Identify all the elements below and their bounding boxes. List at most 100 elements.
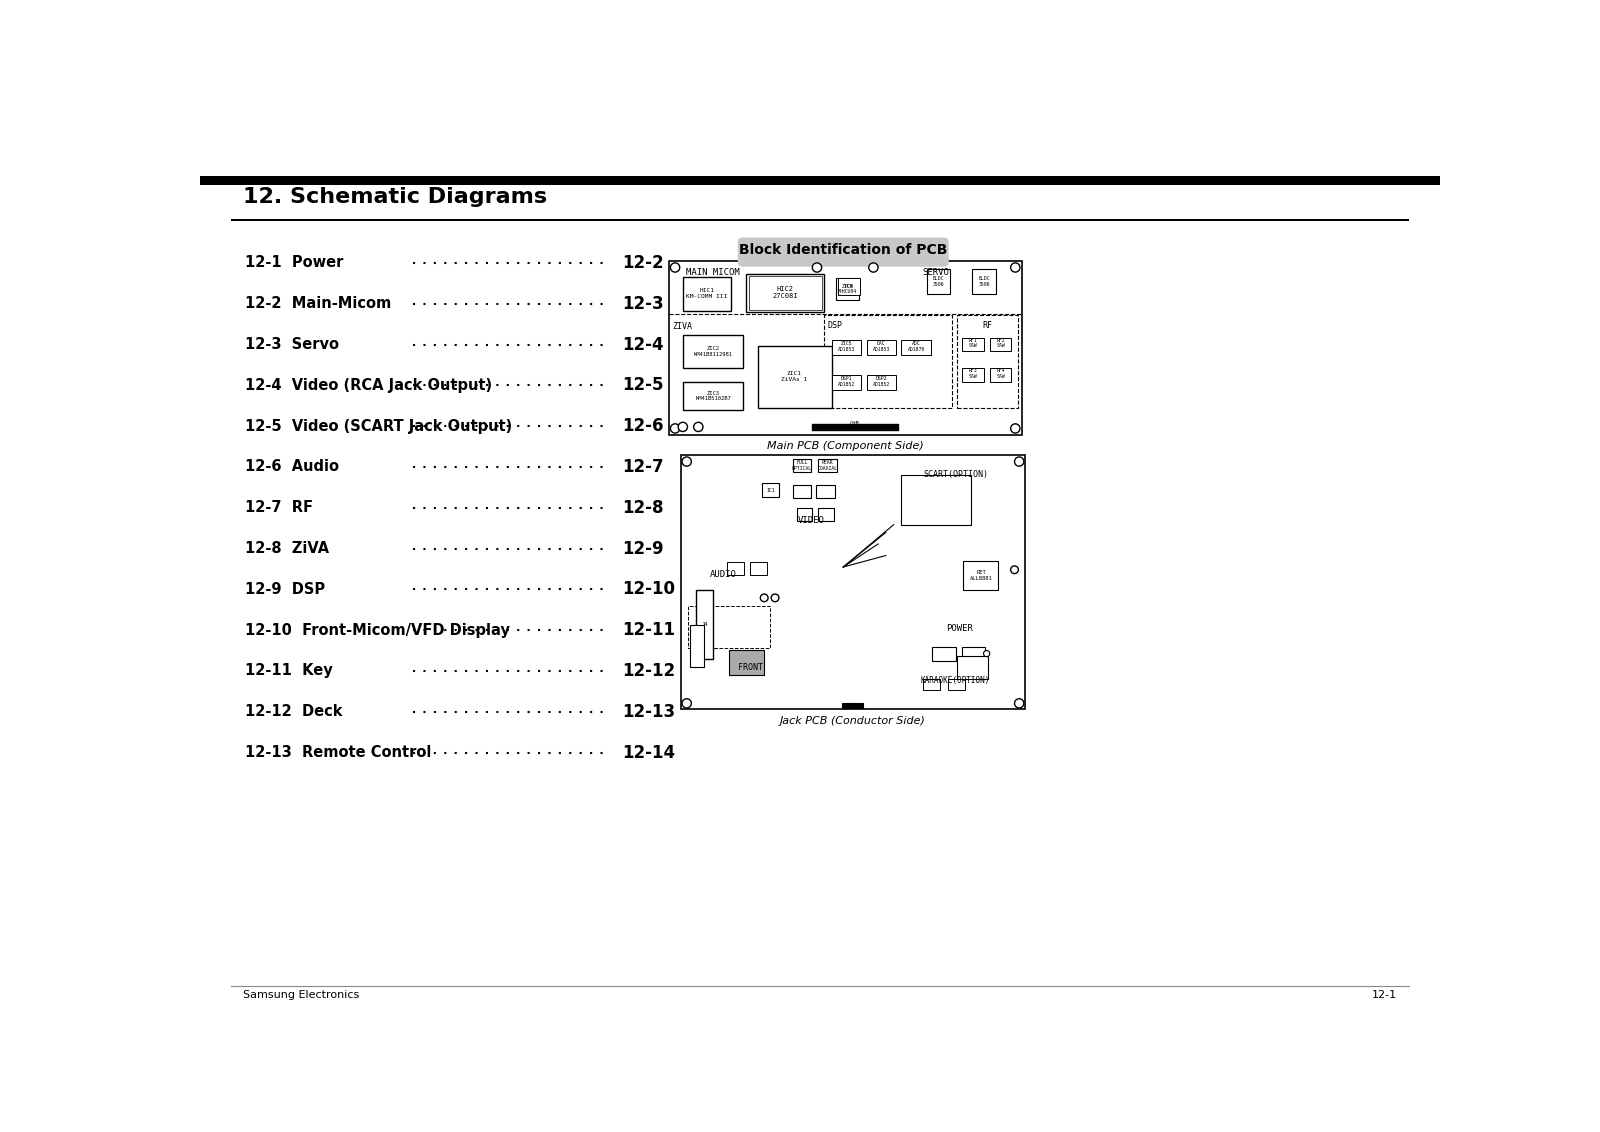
Bar (750, 563, 768, 575)
Text: BLDC
3506: BLDC 3506 (933, 276, 944, 286)
Bar (990, 337, 1011, 351)
Text: 12-8: 12-8 (622, 499, 664, 516)
Text: 12-10: 12-10 (622, 581, 675, 599)
Text: ZIVA: ZIVA (672, 321, 691, 331)
Circle shape (1011, 263, 1019, 272)
Bar (680, 455, 1026, 710)
Text: 12-7: 12-7 (622, 458, 664, 475)
Text: SCART(OPTION): SCART(OPTION) (923, 470, 989, 479)
Bar (901, 340, 931, 355)
Text: ZIC5
AD1853: ZIC5 AD1853 (838, 342, 854, 352)
Text: ZIC1
ZiVAs 1: ZIC1 ZiVAs 1 (781, 371, 808, 383)
Text: HIC1
KM-COMM III: HIC1 KM-COMM III (686, 289, 728, 299)
Text: Main PCB (Component Side): Main PCB (Component Side) (766, 441, 923, 452)
Bar (726, 563, 744, 575)
Text: 12. Schematic Diagrams: 12. Schematic Diagrams (243, 188, 547, 207)
Bar (819, 508, 834, 521)
Text: ADC
AD1870: ADC AD1870 (907, 342, 925, 352)
Text: 12-2: 12-2 (622, 254, 664, 272)
Text: RF4
SAW: RF4 SAW (997, 368, 1005, 379)
Bar (947, 679, 965, 691)
Text: 12-10  Front-Micom/VFD Display: 12-10 Front-Micom/VFD Display (245, 623, 510, 637)
Text: 12-4: 12-4 (622, 335, 664, 353)
Text: 12-7  RF: 12-7 RF (245, 500, 314, 515)
Text: ZIC2
KM41B8112981: ZIC2 KM41B8112981 (693, 346, 733, 357)
Bar (963, 560, 998, 590)
Bar (962, 648, 986, 661)
Text: DSP2
AD1852: DSP2 AD1852 (872, 376, 890, 387)
Text: FRONT: FRONT (738, 662, 763, 671)
Text: 12-13: 12-13 (622, 703, 675, 721)
Bar (230, 218, 1410, 221)
Bar (957, 315, 1018, 408)
Bar (728, 650, 765, 675)
Text: 12-5  Video (SCART Jack Output): 12-5 Video (SCART Jack Output) (245, 419, 512, 434)
Text: IC1: IC1 (766, 488, 774, 492)
Text: 12-3: 12-3 (622, 294, 664, 312)
Text: DSP: DSP (827, 321, 843, 331)
Text: 12-1: 12-1 (1373, 990, 1397, 1001)
Text: Jack PCB (Conductor Side): Jack PCB (Conductor Side) (781, 717, 926, 726)
Text: 12-6: 12-6 (622, 417, 664, 435)
Circle shape (869, 263, 878, 272)
Bar (683, 276, 731, 310)
Text: SERVO: SERVO (923, 267, 950, 276)
Text: BLDC
3506: BLDC 3506 (978, 276, 990, 286)
Bar (835, 278, 859, 300)
Text: RF2
SAW: RF2 SAW (997, 337, 1005, 349)
Text: RF1
SAW: RF1 SAW (968, 337, 978, 349)
Circle shape (670, 423, 680, 434)
Circle shape (813, 263, 822, 272)
Text: 12-12: 12-12 (622, 662, 675, 680)
Text: 12-8  ZiVA: 12-8 ZiVA (245, 541, 330, 556)
Text: DAC
AD1853: DAC AD1853 (872, 342, 890, 352)
Text: 12-13  Remote Control: 12-13 Remote Control (245, 745, 432, 760)
Text: 12-9  DSP: 12-9 DSP (245, 582, 325, 597)
Bar (824, 315, 952, 408)
Text: 12-11  Key: 12-11 Key (245, 663, 333, 678)
Bar (819, 460, 837, 472)
Text: RET
ALL8881: RET ALL8881 (970, 571, 992, 581)
Text: RF3
SAW: RF3 SAW (968, 368, 978, 379)
Bar (867, 340, 896, 355)
Text: 12-1  Power: 12-1 Power (245, 256, 344, 271)
Bar (926, 269, 950, 293)
Bar (990, 368, 1011, 383)
Bar (923, 679, 941, 691)
Text: MAIN MICOM: MAIN MICOM (686, 267, 739, 276)
Circle shape (1011, 566, 1018, 574)
Circle shape (682, 698, 691, 708)
Text: DSP1
AD1852: DSP1 AD1852 (838, 376, 854, 387)
Circle shape (678, 422, 688, 431)
Circle shape (682, 457, 691, 466)
Bar (973, 269, 995, 293)
Text: 12-11: 12-11 (622, 621, 675, 640)
Bar (813, 423, 898, 430)
Text: 12-5: 12-5 (622, 376, 664, 394)
Bar (962, 337, 984, 351)
Text: POWER: POWER (946, 624, 973, 633)
Bar (901, 474, 971, 525)
Bar (683, 335, 744, 368)
Text: HIC2
27C08I: HIC2 27C08I (773, 286, 798, 300)
Text: REAR
COAXIAL: REAR COAXIAL (818, 460, 838, 471)
Bar (690, 625, 704, 667)
FancyBboxPatch shape (738, 238, 949, 267)
Bar (797, 508, 813, 521)
Circle shape (670, 263, 680, 272)
Text: PCM: PCM (845, 284, 853, 290)
Bar (749, 276, 821, 310)
Bar (746, 274, 824, 312)
Text: FULL
OPTICAL: FULL OPTICAL (792, 460, 813, 471)
Text: VIDEO: VIDEO (798, 516, 826, 525)
Bar (696, 590, 714, 660)
Bar (838, 278, 859, 295)
Text: CHB: CHB (850, 421, 859, 427)
Text: Block Identification of PCB: Block Identification of PCB (739, 242, 947, 257)
Text: 12-9: 12-9 (622, 540, 664, 558)
Bar (794, 460, 811, 472)
Bar (200, 175, 1440, 186)
Bar (832, 340, 861, 355)
Circle shape (1014, 698, 1024, 708)
Text: 12-12  Deck: 12-12 Deck (245, 704, 342, 719)
